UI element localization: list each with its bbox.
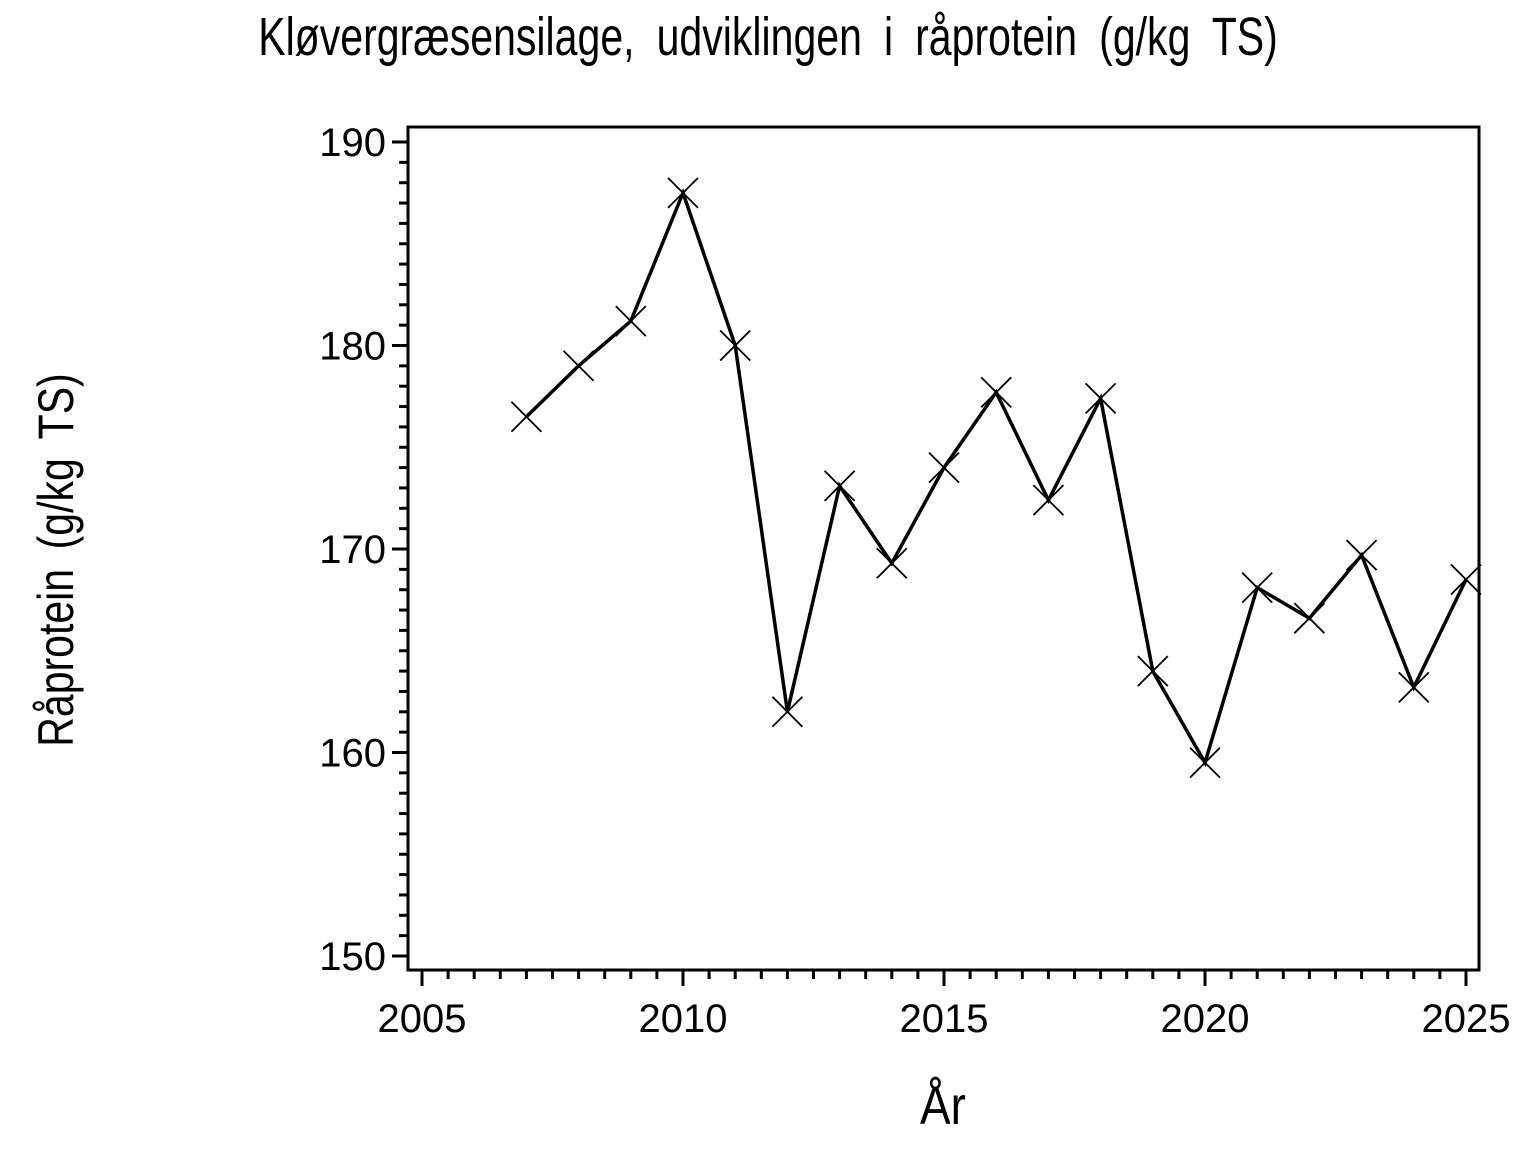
data-point-marker <box>1084 382 1117 415</box>
data-point-marker <box>1398 671 1430 704</box>
y-tick-label-180: 180 <box>319 325 386 369</box>
x-tick-label-2020: 2020 <box>1161 997 1250 1041</box>
chart-title: Kløvergræsensilage, udviklingen i råprot… <box>258 7 1278 67</box>
data-point-marker <box>719 329 751 362</box>
y-tick-label-190: 190 <box>319 121 386 165</box>
data-point-marker <box>615 305 647 337</box>
x-tick-label-2005: 2005 <box>378 997 467 1041</box>
data-point-marker <box>771 696 804 728</box>
data-series-line <box>525 187 1468 768</box>
data-point-marker <box>928 451 960 484</box>
data-point-marker <box>1293 602 1326 634</box>
data-point-marker <box>1450 563 1482 596</box>
data-point-marker <box>1241 572 1273 604</box>
x-tick-label-2025: 2025 <box>1422 997 1511 1041</box>
y-tick-label-150: 150 <box>319 935 386 979</box>
data-point-marker <box>1032 484 1065 516</box>
data-point-marker <box>1345 539 1378 571</box>
x-tick-label-2010: 2010 <box>639 997 728 1041</box>
plot-frame <box>406 125 1481 972</box>
y-tick-label-170: 170 <box>319 528 386 572</box>
y-tick-label-160: 160 <box>319 732 386 776</box>
data-point-marker <box>980 376 1012 408</box>
x-axis-title: År <box>920 1076 966 1136</box>
data-point-marker <box>876 547 908 579</box>
data-point-marker <box>1189 747 1221 779</box>
x-tick-label-2015: 2015 <box>900 997 989 1041</box>
data-point-marker <box>1137 655 1169 687</box>
data-point-marker <box>823 470 856 502</box>
data-point-marker <box>562 350 595 382</box>
data-point-marker <box>667 177 699 209</box>
data-point-marker <box>510 401 543 433</box>
